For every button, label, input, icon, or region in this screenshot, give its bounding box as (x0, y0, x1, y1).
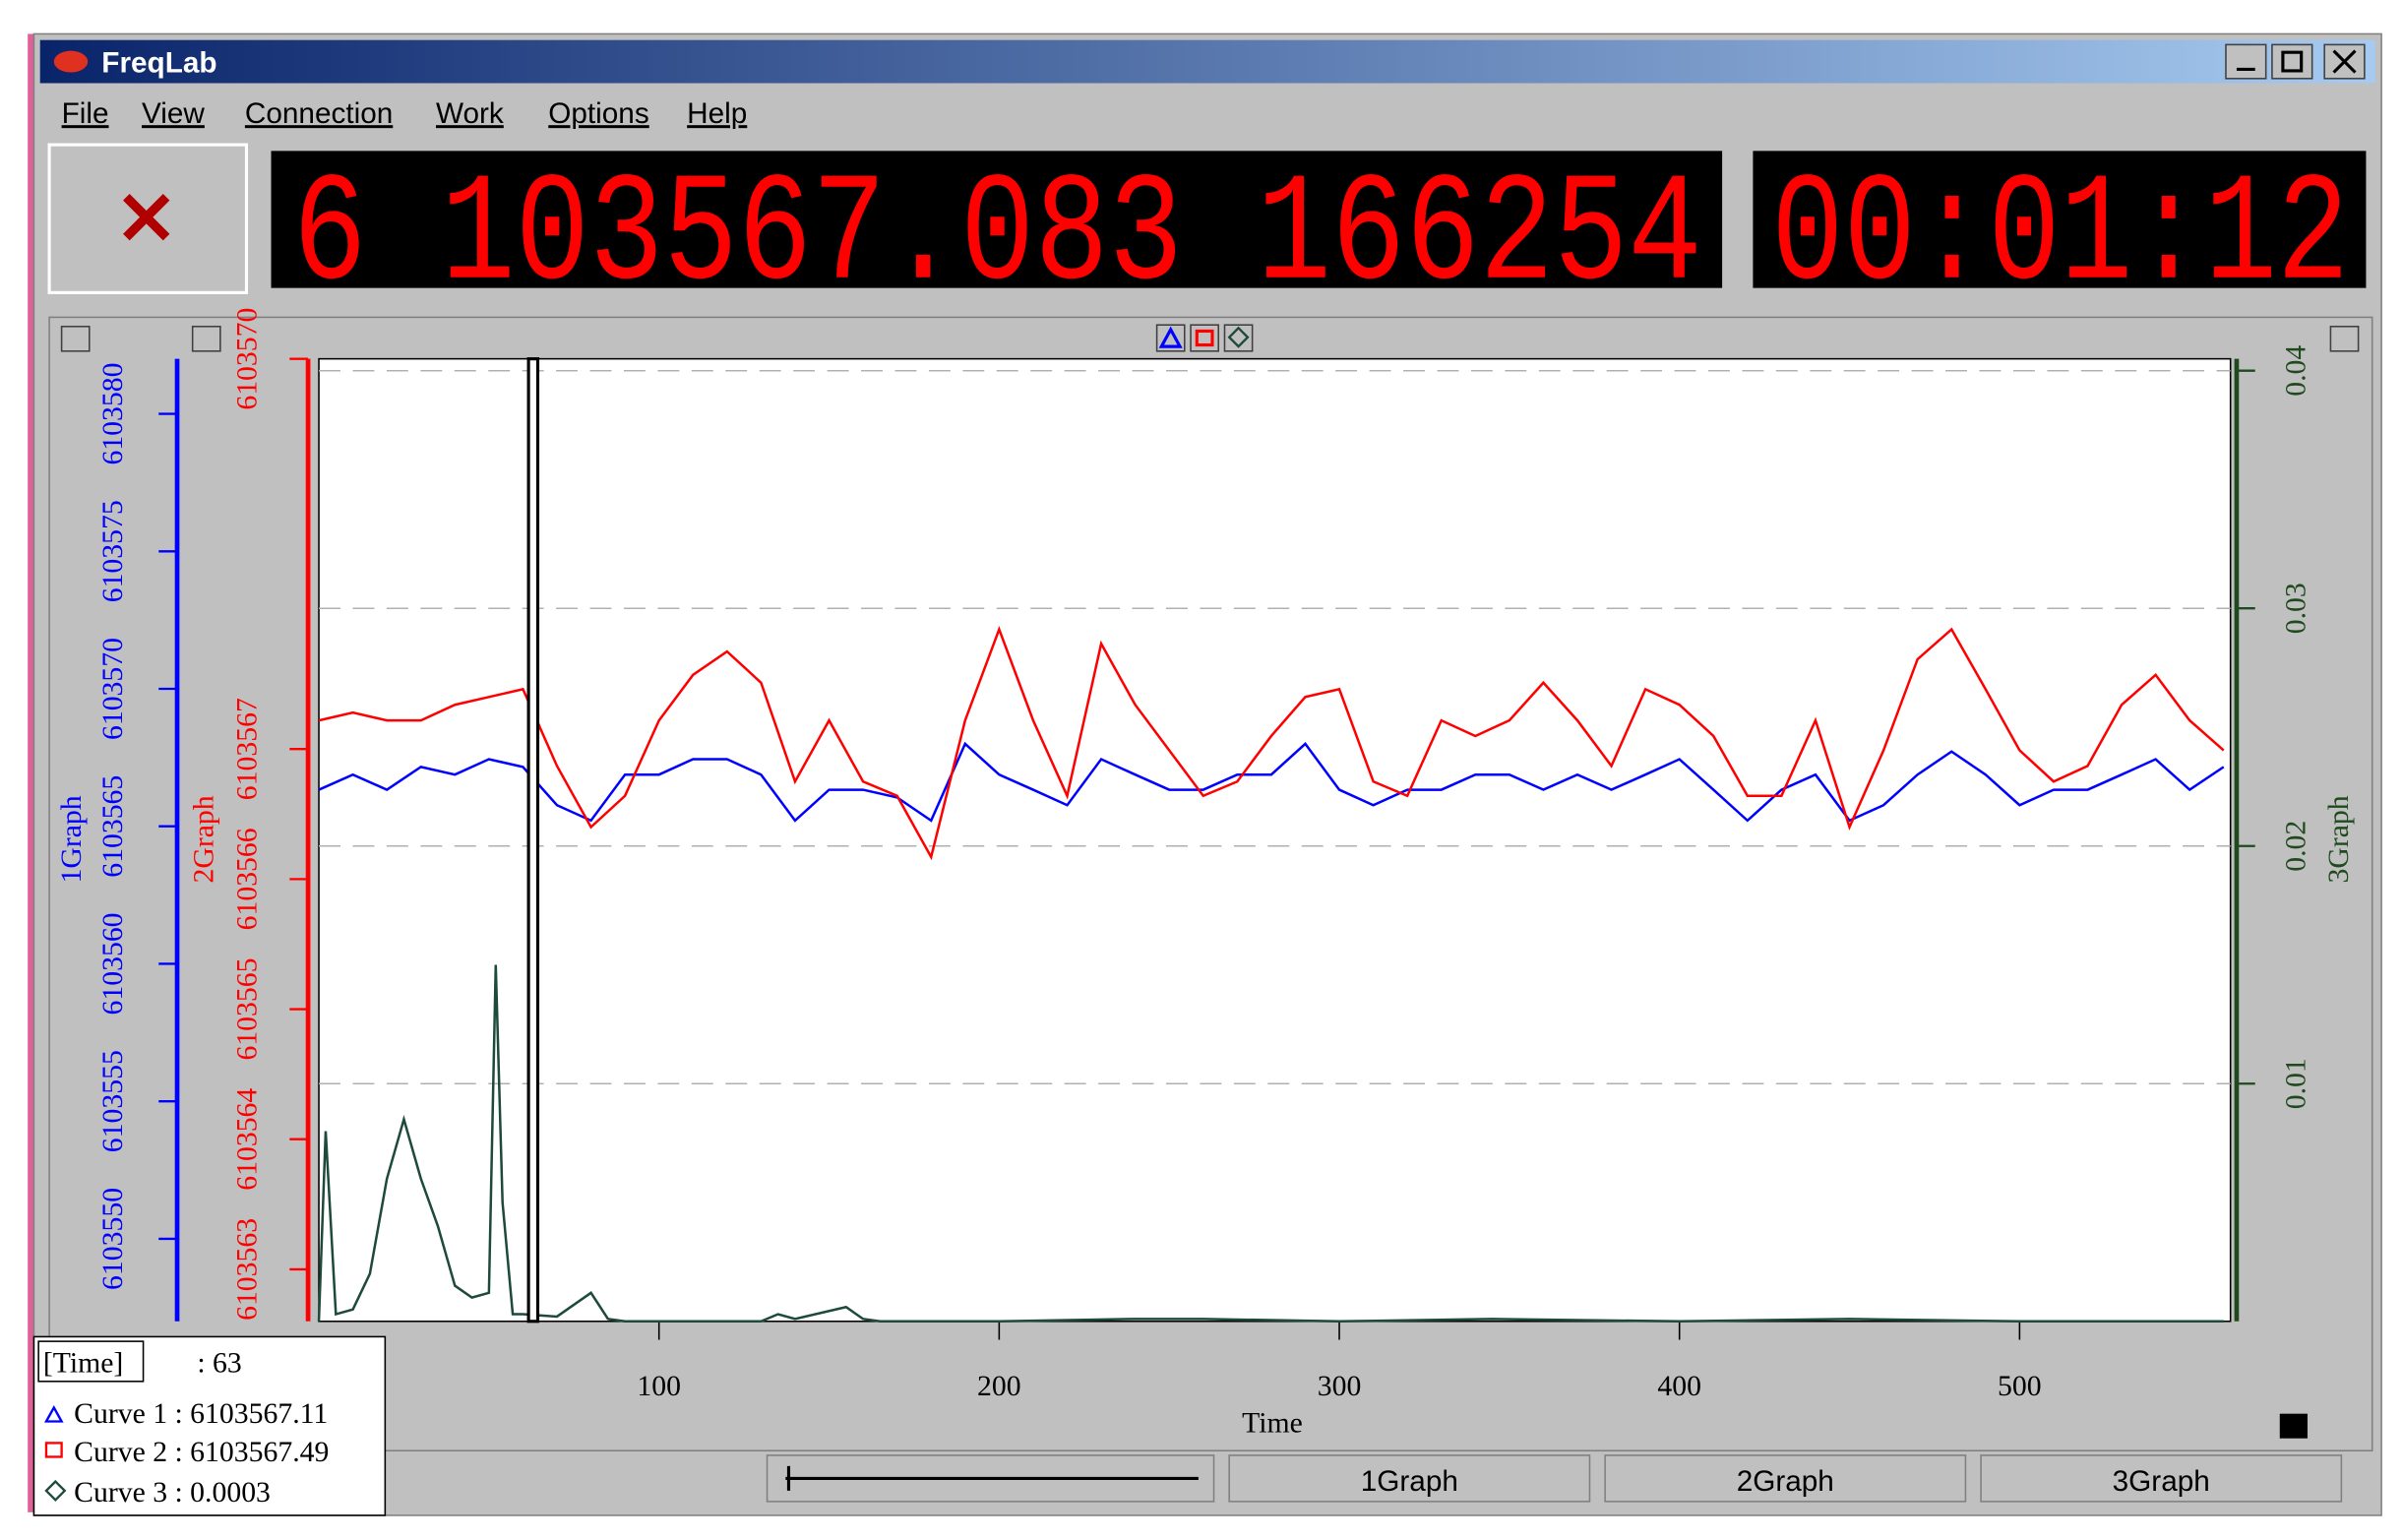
curve (318, 741, 2225, 823)
readout-symbol (43, 1404, 64, 1423)
x-tick-label: 300 (1318, 1371, 1362, 1402)
axis-1-button[interactable] (60, 325, 91, 352)
menu-item[interactable]: Connection (245, 97, 393, 130)
y-tick-label: 0.02 (2280, 821, 2311, 872)
toggle-curve-2[interactable] (1190, 324, 1220, 352)
readout-symbol (44, 1479, 67, 1502)
y-tick-label: 6103550 (97, 1188, 129, 1290)
y-tick-label: 6103563 (231, 1218, 263, 1321)
status-button-label: 1Graph (1361, 1465, 1458, 1498)
slider-track (785, 1465, 1199, 1491)
readout-text: Curve 2 : 6103567.49 (74, 1437, 329, 1468)
plot-area (318, 357, 2232, 1323)
y-tick-label: 0.01 (2280, 1058, 2311, 1109)
chart: 6103550 6103555 6103560 6103565 6103570 61035… (56, 308, 2355, 1440)
readout-text: Curve 3 : 0.0003 (74, 1477, 271, 1509)
status-button[interactable] (1604, 1454, 1967, 1503)
readout-box (32, 1335, 387, 1516)
end-button[interactable] (2279, 1413, 2308, 1439)
menu-item[interactable]: View (142, 97, 205, 130)
app-icon (53, 50, 89, 73)
minimize[interactable] (2225, 43, 2267, 80)
x-tick-label: 500 (1998, 1371, 2042, 1402)
title-bar (39, 39, 2375, 84)
maximize[interactable] (2271, 43, 2313, 80)
cursor[interactable] (526, 357, 540, 1324)
y-tick-label: 6103567 (231, 698, 263, 800)
y-tick-label: 6103560 (97, 912, 129, 1015)
curve (317, 964, 2224, 1324)
frequency-display: 6 103567.083 166254 (292, 150, 1701, 324)
menu-item[interactable]: File (62, 97, 109, 130)
y-tick-label: 6103555 (97, 1050, 129, 1152)
axis-2-button[interactable] (191, 325, 221, 352)
y-tick-label: 6103570 (97, 638, 129, 740)
y-tick-label: 6103564 (231, 1088, 263, 1191)
stop-icon (123, 194, 170, 241)
axis-title: 1Graph (56, 795, 88, 883)
axis-title: 2Graph (189, 795, 220, 883)
readout-text: Curve 1 : 6103567.11 (74, 1398, 328, 1430)
x-tick-label: 200 (977, 1371, 1021, 1402)
curve (318, 625, 2225, 861)
status-button-label: 2Graph (1737, 1465, 1834, 1498)
status-bar: 1Graph 2Graph 3Graph (1228, 1454, 2343, 1503)
curve-toggles (60, 324, 2360, 1439)
menu-bar: File View Connection Work Options Help (62, 97, 748, 130)
y-tick-label: 6103566 (231, 828, 263, 930)
x-tick-label: 100 (637, 1371, 681, 1402)
y-tick-label: 6103575 (97, 500, 129, 602)
x-axis-title: Time (1242, 1407, 1303, 1439)
y-tick-label: 0.03 (2280, 583, 2311, 634)
left-edge (28, 33, 34, 1512)
readout-time-frame (37, 1340, 145, 1383)
y-tick-label: 0.04 (2280, 345, 2311, 397)
y-tick-label: 6103565 (97, 775, 129, 878)
status-button-label: 3Graph (2113, 1465, 2210, 1498)
status-button[interactable] (1228, 1454, 1591, 1503)
readout-symbol (44, 1442, 63, 1458)
window-title: FreqLab (101, 47, 216, 80)
window-controls (2225, 43, 2366, 80)
y-tick-label: 6103570 (231, 308, 263, 410)
axis-title: 3Graph (2323, 795, 2355, 883)
menu-item[interactable]: Help (687, 97, 747, 130)
readout-text: [Time] (43, 1347, 123, 1379)
readout: [Time] : 63 Curve 1 : 6103567.11 Curve 2 : … (43, 1347, 330, 1508)
time-display: 00:01:12 (1771, 150, 2349, 324)
menu-item[interactable]: Options (548, 97, 648, 130)
axis-3-button[interactable] (2329, 325, 2360, 352)
y-tick-label: 6103580 (97, 363, 129, 465)
x-tick-label: 400 (1657, 1371, 1701, 1402)
status-button[interactable] (1980, 1454, 2343, 1503)
readout-text: : 63 (197, 1347, 241, 1379)
y-tick-label: 6103565 (231, 958, 263, 1061)
frequency-panel (271, 151, 1723, 288)
time-panel (1753, 151, 2367, 288)
menu-item[interactable]: Work (436, 97, 504, 130)
